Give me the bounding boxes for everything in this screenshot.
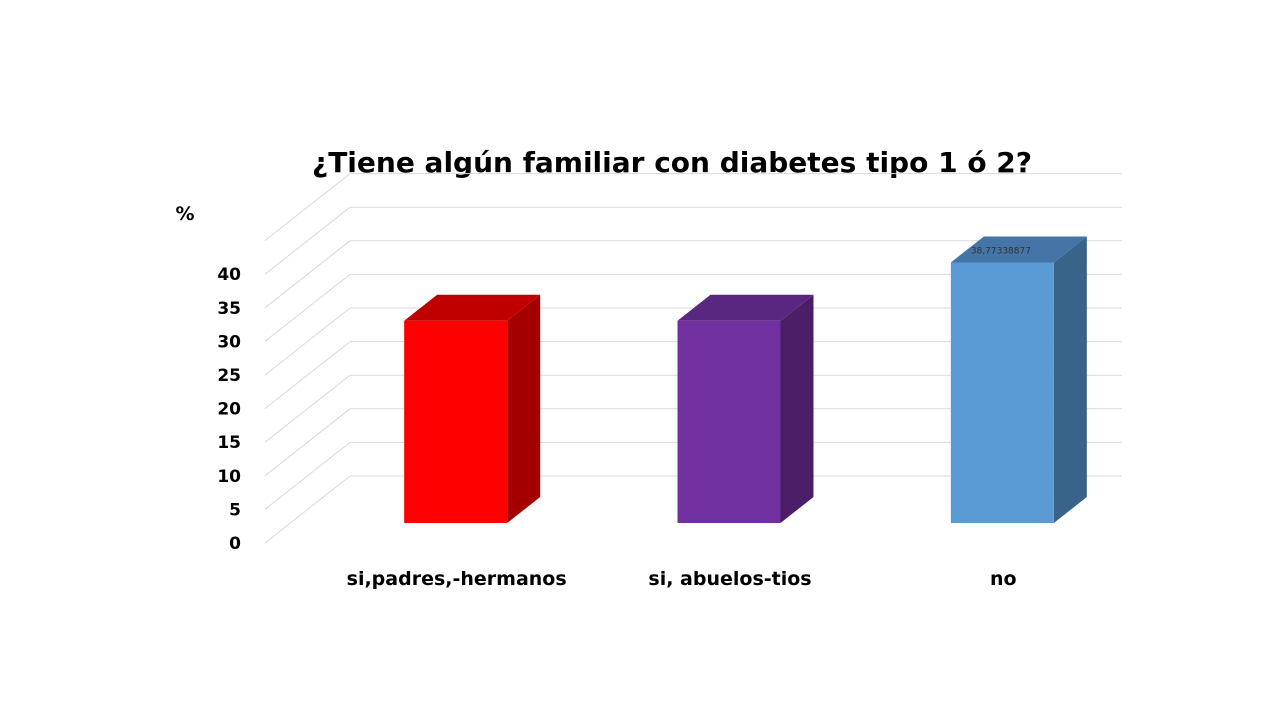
x-category-label: si, abuelos-tios bbox=[648, 568, 811, 590]
bar bbox=[950, 236, 1087, 524]
bar-front bbox=[950, 262, 1054, 523]
bar-front bbox=[677, 320, 781, 523]
gridline-side bbox=[264, 341, 351, 409]
y-axis-ticks: 0 5 10 15 20 25 30 35 40 bbox=[217, 265, 241, 554]
y-tick-label: 35 bbox=[217, 299, 241, 319]
gridline-side bbox=[264, 475, 351, 544]
bar-top bbox=[950, 236, 1087, 263]
y-tick-label: 0 bbox=[229, 534, 241, 554]
gridline-side bbox=[264, 206, 351, 275]
y-tick-label: 25 bbox=[217, 366, 241, 386]
bar-top bbox=[404, 294, 541, 321]
gridline-side bbox=[264, 307, 351, 376]
x-category-label: si,padres,-hermanos bbox=[347, 568, 567, 590]
bar-side bbox=[1053, 236, 1087, 524]
gridline-side bbox=[264, 274, 351, 342]
bar-top bbox=[677, 294, 814, 321]
gridline-side bbox=[264, 442, 351, 510]
bar-side bbox=[780, 294, 814, 523]
bar-front bbox=[404, 320, 508, 523]
y-tick-label: 10 bbox=[217, 467, 241, 487]
bar bbox=[677, 294, 814, 523]
bar bbox=[404, 294, 541, 523]
y-tick-label: 20 bbox=[217, 400, 241, 420]
gridline-side bbox=[264, 374, 351, 443]
y-axis-label: % bbox=[175, 203, 194, 225]
y-tick-label: 15 bbox=[217, 433, 241, 453]
bar-side bbox=[507, 294, 541, 523]
gridline-side bbox=[264, 240, 351, 309]
data-label: 38,77338877 bbox=[971, 246, 1031, 256]
gridline-side bbox=[264, 173, 351, 241]
bars bbox=[404, 236, 1087, 524]
data-labels: 38,77338877 bbox=[971, 246, 1031, 256]
gridline-side bbox=[264, 408, 351, 477]
y-tick-label: 5 bbox=[229, 500, 241, 520]
x-category-label: no bbox=[990, 568, 1017, 590]
y-tick-label: 40 bbox=[217, 265, 241, 285]
y-tick-label: 30 bbox=[217, 332, 241, 352]
x-axis-categories: si,padres,-hermanos si, abuelos-tios no bbox=[347, 568, 1017, 590]
